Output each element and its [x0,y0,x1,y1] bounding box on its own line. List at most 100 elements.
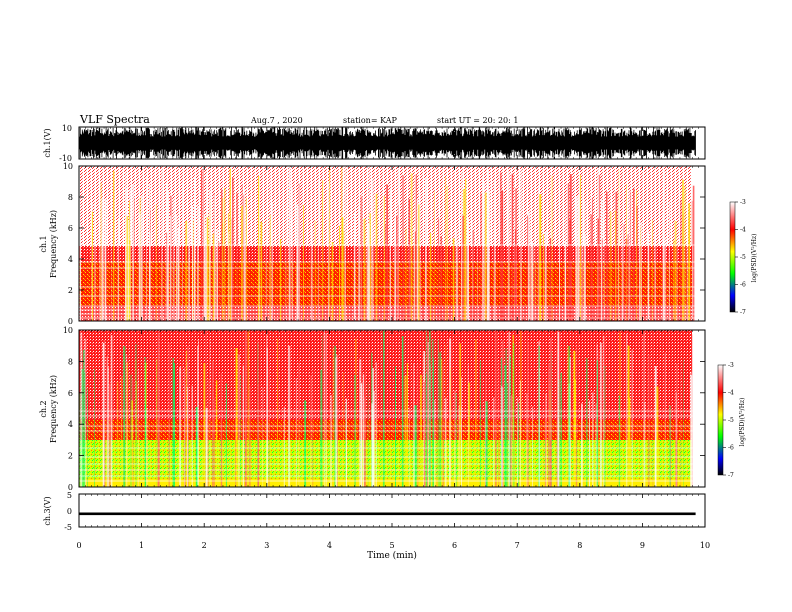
ch1-spectrogram-stripe [177,228,180,321]
ch1-spectrogram-stripe [606,191,608,321]
x-tick-label: 4 [327,541,332,550]
ch2-colorbar-label: log(PSD)(V²/Hz) [739,398,746,447]
ch1-spectrogram-stripe [91,211,93,321]
ch2-spectrogram-stripe [81,368,84,487]
ch1-spectrogram-stripe [103,218,104,321]
ch1-spectrogram-ytick-label: 4 [68,255,73,264]
ch1-spectrogram-stripe [674,220,677,321]
ch2-spectrogram-stripe [249,386,251,487]
ch2-spectrogram-stripe [493,397,495,487]
ch2-spectrogram-stripe [203,363,206,487]
ch2-spectrogram-stripe [345,398,347,487]
ch1-colorbar-label: log(PSD)(V²/Hz) [751,234,758,283]
ch2-spectrogram-stripe [508,332,510,487]
ch1-spectrogram-stripe [367,223,370,321]
ch1-spectrogram-stripe [477,241,479,321]
ch1-ytick-bottom: -10 [59,154,72,163]
ch1-colorbar-tick-label: -7 [740,309,746,316]
ch1-spectrogram-stripe [218,242,220,321]
ch1-colorbar-tick-label: -6 [740,282,746,289]
ch2-spectrogram-stripe [198,340,199,487]
ch2-spectrogram-stripe [414,405,417,487]
ch2-spectrogram-stripe [126,354,128,487]
ch2-spectrogram-stripe [179,367,182,487]
ch1-spectrogram-stripe [445,176,446,321]
ch2-spectrogram-stripe [526,336,528,487]
ch1-spectrogram-stripe [182,181,183,321]
ch1-spectrogram-stripe [676,236,678,321]
ch1-spectrogram-stripe [243,187,246,321]
ch1-spectrogram-stripe [579,174,581,321]
ch2-spectrogram-stripe [323,330,325,487]
ch2-spectrogram-stripe [498,361,500,487]
ch1-spectrogram-stripe [197,206,199,321]
ch2-spectrogram-stripe [676,363,678,487]
ch1-spectrogram-ytick-label: 0 [68,317,73,326]
ch2-spectrogram-stripe [519,380,521,487]
ch2-spectrogram-stripe [325,333,327,487]
ch2-spectrogram-stripe [625,333,628,487]
ch1-spectrogram-stripe [434,191,435,321]
ch1-waveform-trace [79,127,696,159]
ch2-spectrogram-stripe [643,402,646,487]
ch1-spectrogram-stripe [369,213,371,321]
ch1-spectrogram-stripe [600,200,603,321]
ch2-spectrogram-stripe [205,407,208,487]
ch1-spectrogram-stripe [383,195,385,321]
ch1-spectrogram-stripe [165,182,168,321]
ch1-spectrogram-stripe [166,232,168,321]
ch2-spectrogram-stripe [455,393,457,487]
ch1-spectrogram-stripe [514,219,516,321]
ch2-spectrogram-stripe [500,385,502,487]
ch2-spectrogram-stripe [501,386,504,487]
ch1-spectrogram-stripe [360,196,363,321]
ch1-spectrogram-stripe [691,200,693,321]
ch2-spectrogram-stripe [266,347,268,487]
x-tick-label: 10 [700,541,710,550]
ch2-spectrogram-stripe [304,400,307,487]
ch1-spectrogram-stripe [461,193,462,321]
x-axis-ticks [78,127,706,527]
ch1-spectrogram-stripe [569,174,572,321]
ch1-spectrogram-stripe [331,242,334,321]
ch2-colorbar-tick-label: -7 [728,472,734,479]
ch2-spectrogram-stripe [425,330,427,487]
ch2-spectrogram-stripe [136,381,138,487]
ch1-spectrogram-stripe [271,201,273,321]
ch1-spectrogram-stripe [438,218,440,321]
ch1-spectrogram-stripe [221,223,224,321]
ch1-spectrogram-stripe [537,186,540,321]
ch1-spectrogram-stripe [149,232,151,321]
ch1-spectrogram-stripe [627,234,629,321]
ch2-spectrogram-yticks: 0 2 4 6 8 10 [63,326,705,492]
ch2-spectrogram-stripe [355,338,357,487]
ch1-spectrogram-stripe [132,184,134,321]
start-time-label: start UT = 20: 20: 1 [437,116,518,125]
ch1-spectrogram-stripe [386,184,388,321]
ch2-spectrogram-stripe [532,406,533,487]
ch2-spectrogram-stripe [247,330,250,487]
ch1-spectrogram-stripe [258,217,260,321]
ch1-spectrogram-stripe [630,191,632,321]
ch2-colorbar-tick-label: -4 [728,390,734,397]
ch2-spectrogram-stripe [567,346,569,487]
ch2-spectrogram-stripe [600,342,602,487]
ch2-spectrogram-stripe [87,388,88,487]
ch2-spectrogram-stripe [413,363,415,487]
ch1-spectrogram-stripe [465,178,467,321]
station-label: station= KAP [343,116,398,125]
ch1-spectrogram-stripe [117,219,119,321]
ch1-spectrogram-stripe [640,223,642,321]
ch1-spectrogram-stripe [425,177,427,321]
ch1-spectrogram-stripe [440,236,442,321]
ch1-spectrogram-stripe [341,166,343,321]
ch2-spectrogram-stripe [669,405,672,487]
ch1-waveform-ylabel: ch.1(V) [43,128,52,157]
ch2-spectrogram-stripe [295,378,297,487]
ch1-spectrogram-stripe [455,228,458,321]
ch1-spectrogram-stripe [258,176,260,321]
ch2-spectrogram-stripe [432,339,434,487]
ch2-spectrogram-stripe [371,403,374,487]
ch2-spectrogram-stripe [647,354,650,487]
ch2-spectrogram-stripe [434,399,436,487]
